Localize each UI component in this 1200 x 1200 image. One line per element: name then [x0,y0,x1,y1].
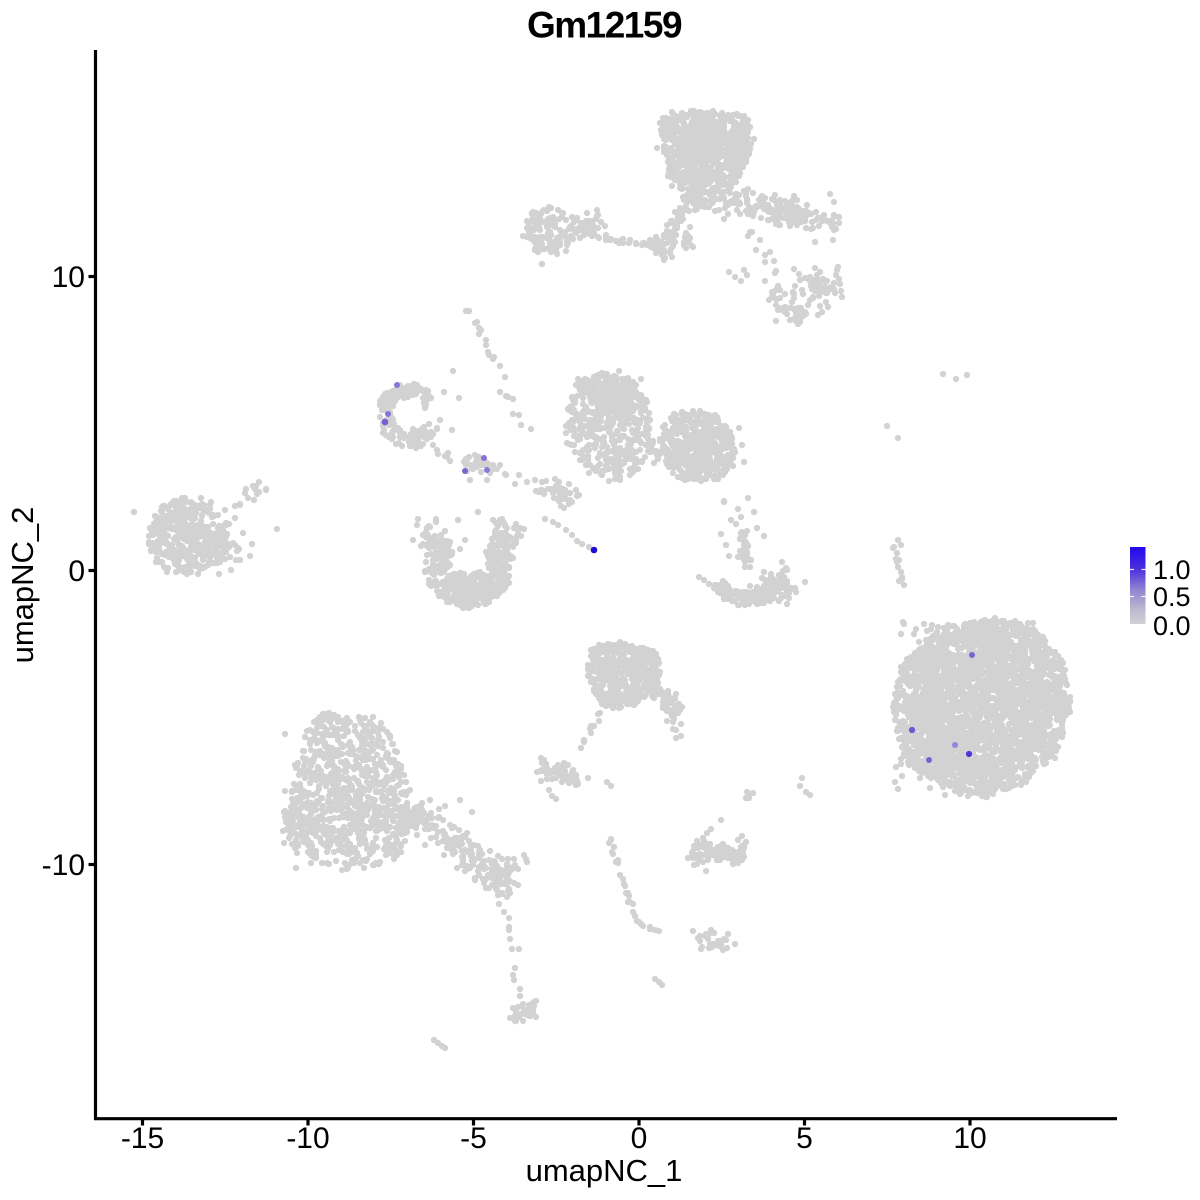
svg-text:0.0: 0.0 [1153,611,1191,641]
svg-text:-15: -15 [121,1122,164,1155]
svg-text:-10: -10 [286,1122,329,1155]
svg-text:0.5: 0.5 [1153,582,1191,612]
svg-text:umapNC_1: umapNC_1 [526,1153,683,1188]
svg-text:0: 0 [631,1122,648,1155]
svg-text:10: 10 [953,1122,986,1155]
svg-text:Gm12159: Gm12159 [527,5,682,46]
svg-text:5: 5 [796,1122,813,1155]
svg-text:-5: -5 [460,1122,487,1155]
svg-text:0: 0 [68,555,85,588]
svg-text:umapNC_2: umapNC_2 [5,507,40,664]
svg-text:-10: -10 [42,849,85,882]
svg-text:1.0: 1.0 [1153,555,1191,585]
svg-text:10: 10 [52,261,85,294]
